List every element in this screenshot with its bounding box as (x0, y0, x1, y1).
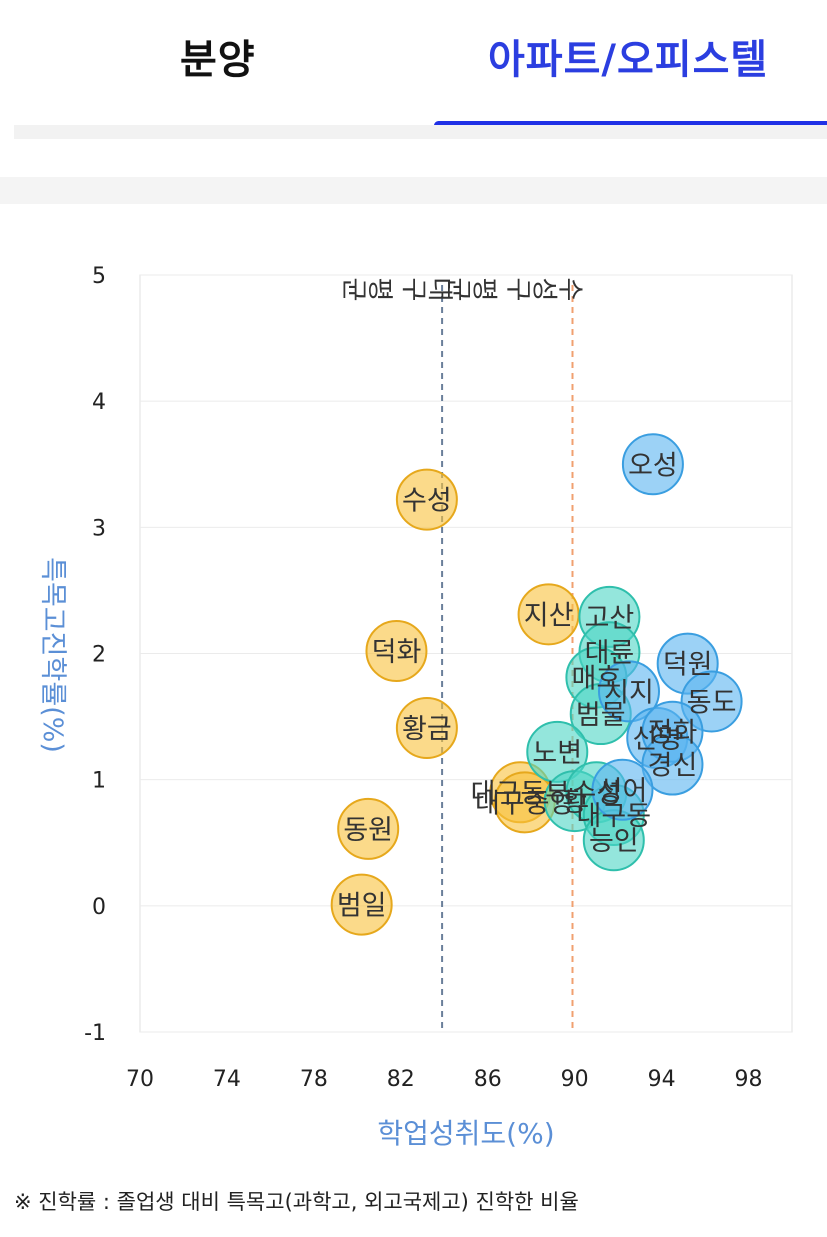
data-label: 신명 (632, 724, 682, 755)
data-label: 대구동부 (471, 778, 570, 809)
data-label: 범일 (337, 891, 387, 922)
y-tick-label: 4 (92, 390, 106, 415)
data-point (395, 468, 458, 531)
x-axis-title: 학업성취도(%) (377, 1117, 554, 1150)
y-tick-label: 2 (92, 643, 106, 668)
data-label: 황금 (402, 714, 452, 745)
data-point (337, 797, 400, 860)
y-tick-label: 5 (92, 264, 106, 289)
data-label: 덕원 (663, 650, 713, 681)
y-axis-title: 특목고진학률(%) (37, 557, 68, 753)
reference-line-label: 수성구 평균 (446, 272, 584, 302)
data-point (641, 733, 704, 796)
y-tick-label: -1 (84, 1021, 106, 1046)
data-point (330, 873, 393, 936)
x-tick-label: 70 (126, 1067, 154, 1092)
data-point (365, 619, 428, 682)
reference-line-label: 대구 평균 (342, 272, 454, 302)
data-label: 오성 (628, 450, 678, 481)
tab-apartment-officetel[interactable]: 아파트/오피스텔 (488, 37, 769, 83)
x-tick-label: 90 (561, 1067, 589, 1092)
x-tick-label: 78 (300, 1067, 328, 1092)
data-label: 매호 (572, 663, 622, 694)
data-label: 범물 (576, 700, 626, 731)
data-point (395, 696, 458, 759)
tab-bar: 분양 아파트/오피스텔 (0, 0, 827, 130)
data-label: 동도 (687, 687, 737, 718)
data-label: 황 (562, 787, 587, 818)
data-point (598, 660, 660, 723)
y-tick-label: 3 (92, 516, 106, 541)
data-label: 경신 (648, 751, 698, 782)
y-tick-label: 1 (92, 769, 106, 794)
x-tick-label: 74 (213, 1067, 241, 1092)
data-label: 성어 (598, 776, 648, 807)
data-label: 수성 (402, 486, 452, 517)
y-tick-label: 0 (92, 895, 106, 920)
data-label: 능인 (589, 826, 639, 857)
divider-bar (14, 125, 827, 139)
data-label: 고산 (585, 603, 635, 634)
data-label: 대륜 (585, 638, 635, 669)
section-divider (0, 177, 827, 204)
tab-presale[interactable]: 분양 (180, 37, 256, 83)
data-label: 지산 (524, 600, 574, 631)
data-label: 정화 (648, 718, 698, 749)
x-tick-label: 86 (474, 1067, 502, 1092)
data-label: 대구중앙 (475, 788, 574, 819)
x-tick-label: 94 (648, 1067, 676, 1092)
data-point (621, 433, 684, 496)
data-label: 노변 (532, 738, 582, 769)
footnote: ※ 진학률 : 졸업생 대비 특목고(과학고, 외고국제고) 진학한 비율 (14, 1190, 579, 1214)
data-label: 시지 (604, 677, 654, 708)
data-point (591, 758, 654, 821)
x-tick-label: 98 (735, 1067, 763, 1092)
data-label: 수성 (572, 778, 622, 809)
data-label: 덕화 (372, 637, 422, 668)
x-tick-label: 82 (387, 1067, 415, 1092)
data-label: 대구동 (577, 801, 652, 832)
data-label: 동원 (343, 815, 393, 846)
